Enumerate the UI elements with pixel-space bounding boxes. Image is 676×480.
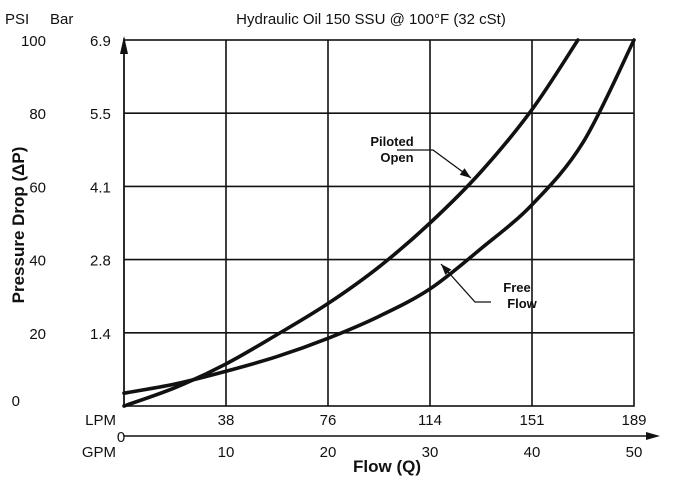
chart-title: Hydraulic Oil 150 SSU @ 100°F (32 cSt) — [236, 11, 506, 28]
y-tick-label-psi: 80 — [29, 106, 46, 123]
curves — [124, 40, 634, 406]
series-line-free-flow — [124, 40, 634, 393]
y-tick-label-bar: 2.8 — [90, 253, 111, 270]
plot-frame — [124, 40, 634, 406]
y-unit-psi: PSI — [5, 11, 29, 28]
y-axis-title: Pressure Drop (ΔP) — [9, 147, 28, 304]
x-tick-label-lpm: 189 — [621, 412, 646, 429]
x-tick-label-lpm: 151 — [519, 412, 544, 429]
x-tick-label-lpm: 76 — [320, 412, 337, 429]
x-tick-label-lpm: 38 — [218, 412, 235, 429]
y-tick-label-bar: 1.4 — [90, 326, 111, 343]
x-axis-arrowhead — [646, 432, 660, 440]
y-tick-label-bar: 4.1 — [90, 179, 111, 196]
x-tick-label-gpm: 40 — [524, 444, 541, 461]
x-tick-label-gpm: 0 — [117, 429, 125, 446]
x-unit-gpm: GPM — [82, 444, 116, 461]
y-tick-label-psi: 20 — [29, 326, 46, 343]
x-axis-title: Flow (Q) — [353, 457, 421, 476]
y-tick-label-psi: 60 — [29, 179, 46, 196]
x-tick-label-gpm: 20 — [320, 444, 337, 461]
y-tick-label-psi: 100 — [21, 33, 46, 50]
y-tick-label-psi: 0 — [12, 393, 20, 410]
y-tick-label-psi: 40 — [29, 253, 46, 270]
leader-arrowhead-piloted-open — [460, 168, 471, 178]
x-tick-label-gpm: 50 — [626, 444, 643, 461]
x-tick-label-lpm: 114 — [418, 412, 442, 429]
y-tick-label-bar: 5.5 — [90, 106, 111, 123]
y-unit-bar: Bar — [50, 11, 73, 28]
y-tick-label-bar: 6.9 — [90, 33, 111, 50]
grid — [124, 40, 634, 406]
x-unit-lpm: LPM — [85, 412, 116, 429]
x-tick-label-gpm: 30 — [422, 444, 439, 461]
x-tick-label-gpm: 10 — [218, 444, 235, 461]
y-axis-arrowhead — [120, 36, 128, 54]
